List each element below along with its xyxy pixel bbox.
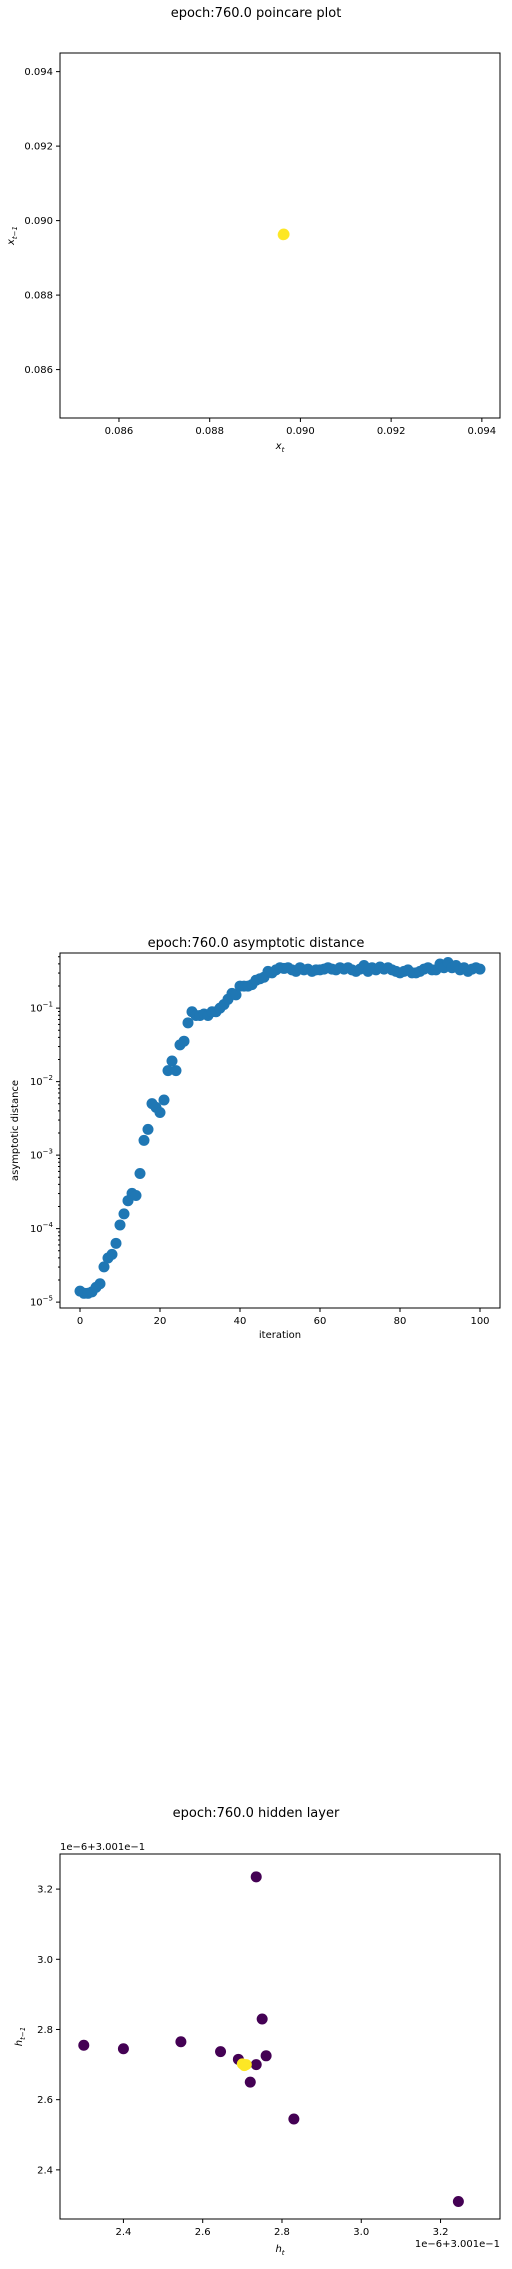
data-point <box>230 989 242 1001</box>
x-axis-label: ht <box>275 2244 284 2257</box>
y-tick-label: 10−5 <box>30 1295 53 1309</box>
data-point <box>182 1017 194 1029</box>
x-tick-label: 2.8 <box>274 2227 290 2238</box>
x-axis-label: xt <box>275 441 285 454</box>
x-tick-label: 0.090 <box>286 426 315 437</box>
data-point <box>250 1871 262 1883</box>
hidden-layer-chart: 2.4 2.6 2.8 3.0 3.22.42.62.83.03.21e−6+3.001… <box>14 1842 501 2257</box>
x-tick-label: 3.2 <box>433 2227 449 2238</box>
y-offset-label: 1e−6+3.001e−1 <box>60 1842 145 1853</box>
poincare-chart: 0.086 0.088 0.090 0.092 0.094 0.086 0.088 0.090… <box>6 52 501 454</box>
data-point <box>162 1065 174 1077</box>
x-tick-label: 80 <box>394 1316 407 1327</box>
x-tick-label: 20 <box>154 1316 167 1327</box>
data-point <box>166 1055 178 1067</box>
y-tick-label: 0.086 <box>24 365 53 376</box>
data-point <box>117 2043 129 2055</box>
asymptotic-distance-chart: 0 20 40 60 80 100 10−5 10−4 10−3 10−2 10−1 iteratio… <box>10 952 501 1341</box>
data-point <box>158 1094 170 1106</box>
x-tick-label: 0.086 <box>105 426 134 437</box>
data-point <box>78 2039 90 2051</box>
chart-title: epoch:760.0 asymptotic distance <box>147 936 365 951</box>
x-tick-label: 2.4 <box>115 2227 131 2238</box>
x-tick-label: 0 <box>77 1316 83 1327</box>
y-tick-label: 0.088 <box>24 291 53 302</box>
y-axis-label: ht−1 <box>14 2027 27 2046</box>
data-point <box>215 2046 227 2058</box>
y-tick-label: 0.092 <box>24 142 53 153</box>
data-point <box>452 2195 464 2207</box>
data-point <box>94 1278 106 1290</box>
data-point <box>118 1208 130 1220</box>
data-point <box>260 2050 272 2062</box>
data-point <box>170 1065 182 1077</box>
y-tick-label: 0.090 <box>24 216 53 227</box>
data-point <box>288 2113 300 2125</box>
hidden-layer-figure: epoch:760.0 hidden layer 2.4 2.6 2.8 3.0 3.2… <box>0 1800 512 2269</box>
data-point <box>244 2076 256 2088</box>
y-tick-label: 2.6 <box>37 2095 53 2106</box>
data-point <box>130 1190 142 1202</box>
data-point <box>277 229 289 241</box>
data-point <box>178 1035 190 1047</box>
x-tick-label: 60 <box>314 1316 327 1327</box>
y-tick-label: 10−1 <box>30 1001 53 1015</box>
data-point <box>474 963 486 975</box>
y-tick-label: 10−2 <box>30 1074 53 1088</box>
data-point <box>114 1219 126 1231</box>
x-tick-label: 2.6 <box>195 2227 211 2238</box>
x-tick-label: 0.088 <box>195 426 224 437</box>
data-point <box>106 1248 118 1260</box>
y-axis-label: xt−1 <box>6 226 19 246</box>
chart-title: epoch:760.0 poincare plot <box>170 6 342 21</box>
data-point <box>256 2013 268 2025</box>
data-point <box>250 2059 262 2071</box>
x-tick-label: 0.092 <box>377 426 406 437</box>
x-offset-label: 1e−6+3.001e−1 <box>415 2239 500 2250</box>
data-point <box>110 1237 122 1249</box>
x-axis-label: iteration <box>259 1330 301 1341</box>
data-point <box>142 1123 154 1135</box>
plot-frame <box>59 1853 501 2220</box>
y-tick-label: 3.2 <box>37 1885 53 1896</box>
y-tick-label: 2.4 <box>37 2165 53 2176</box>
data-point <box>175 2036 187 2048</box>
asymptotic-distance-figure: epoch:760.0 asymptotic distance 0 20 40 60 8… <box>0 930 512 1380</box>
data-point <box>138 1134 150 1146</box>
data-point <box>154 1106 166 1118</box>
y-tick-label: 2.8 <box>37 2025 53 2036</box>
x-tick-label: 0.094 <box>468 426 497 437</box>
y-tick-label: 0.094 <box>24 67 53 78</box>
y-tick-label: 10−3 <box>30 1148 53 1162</box>
chart-title: epoch:760.0 hidden layer <box>172 1806 340 1821</box>
x-tick-label: 100 <box>470 1316 489 1327</box>
data-point <box>98 1261 110 1273</box>
y-tick-label: 10−4 <box>30 1221 54 1235</box>
poincare-figure: epoch:760.0 poincare plot 0.086 0.088 0.09… <box>0 0 512 470</box>
plot-frame <box>59 952 501 1309</box>
x-tick-label: 40 <box>234 1316 247 1327</box>
y-tick-label: 3.0 <box>37 1955 53 1966</box>
plot-frame <box>59 52 501 419</box>
data-point <box>240 2059 252 2071</box>
y-axis-label: asymptotic distance <box>10 1080 21 1181</box>
data-point <box>134 1167 146 1179</box>
x-tick-label: 3.0 <box>353 2227 369 2238</box>
